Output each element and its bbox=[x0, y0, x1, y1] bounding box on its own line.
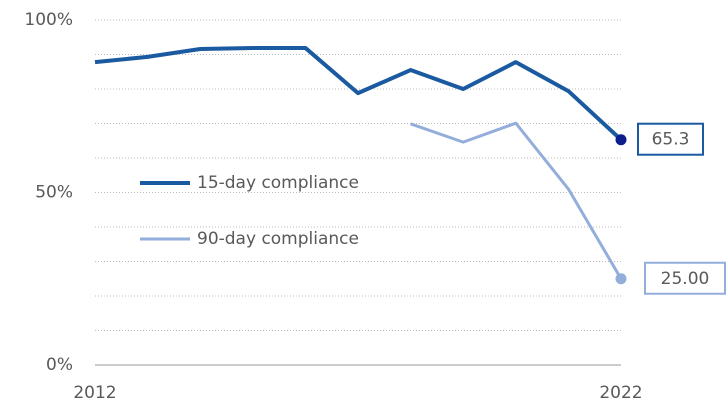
value-label-box bbox=[637, 122, 704, 156]
legend-label: 15-day compliance bbox=[197, 173, 359, 193]
end-marker bbox=[615, 134, 627, 146]
series-line bbox=[94, 45, 623, 142]
value-label: 25.00 bbox=[661, 269, 710, 289]
y-tick-label: 0% bbox=[46, 355, 73, 375]
x-tick-label: 2012 bbox=[73, 383, 116, 403]
y-tick-label: 100% bbox=[24, 10, 73, 30]
value-label: 65.3 bbox=[652, 130, 690, 150]
y-tick-label: 50% bbox=[35, 183, 73, 203]
legend-label: 90-day compliance bbox=[197, 229, 359, 249]
end-marker bbox=[615, 273, 627, 285]
x-tick-label: 2022 bbox=[599, 383, 642, 403]
value-label-box bbox=[644, 261, 726, 295]
series-line bbox=[410, 121, 623, 280]
